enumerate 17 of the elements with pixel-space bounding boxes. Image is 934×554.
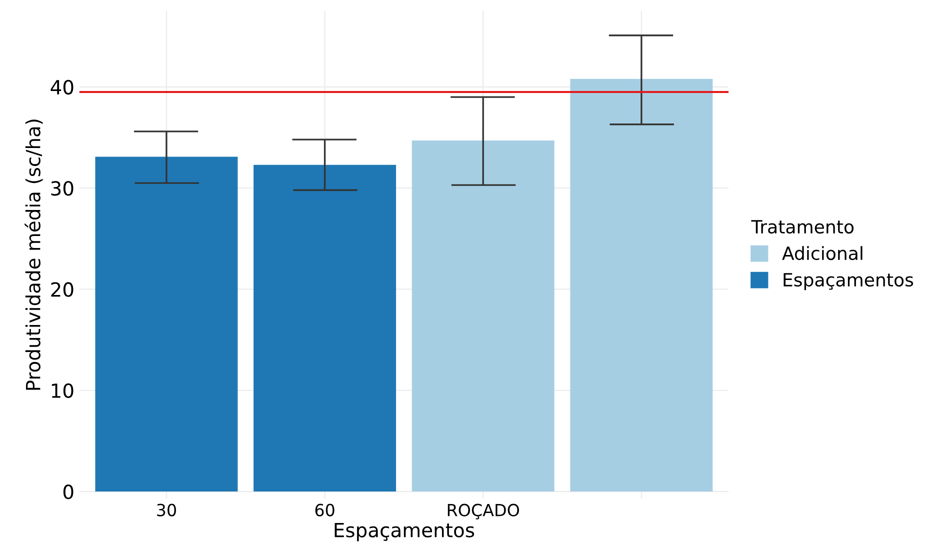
bar — [254, 164, 396, 492]
x-tick-label: 60 — [315, 504, 334, 516]
y-axis-title: Produtividade média (sc/ha) — [24, 120, 43, 390]
y-tick-label: 20 — [51, 282, 74, 297]
x-tick-label: 30 — [157, 504, 176, 516]
legend-title: Tratamento — [751, 220, 854, 234]
y-tick-label: 40 — [50, 80, 74, 95]
y-tick-label: 30 — [51, 181, 74, 196]
x-axis-title: Espaçamentos — [334, 522, 474, 542]
legend-label: Adicional — [782, 246, 862, 260]
bar — [570, 78, 713, 492]
y-tick-label: 0 — [63, 484, 74, 500]
bar — [95, 156, 238, 492]
legend-label: Espaçamentos — [784, 273, 914, 290]
x-tick-label: ROÇADO — [448, 504, 520, 520]
bar — [412, 140, 554, 492]
y-tick-label: 10 — [52, 383, 74, 398]
